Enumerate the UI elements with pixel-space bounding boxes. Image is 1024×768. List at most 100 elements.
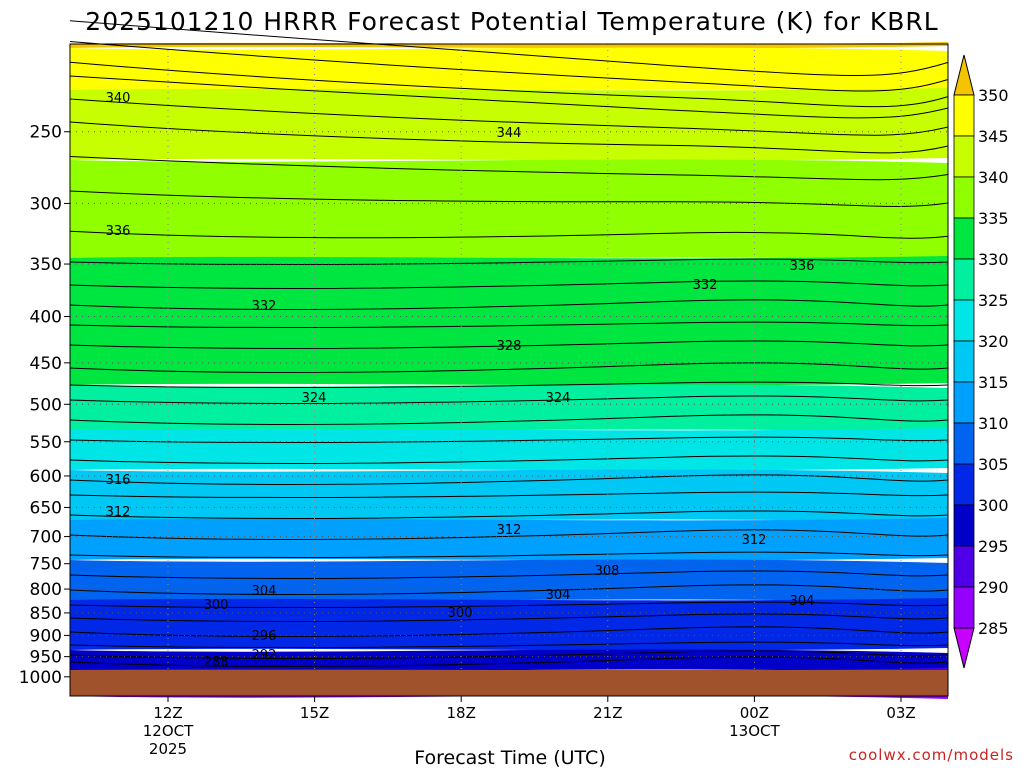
colorbar-label: 285 bbox=[978, 619, 1009, 638]
colorbar-swatch bbox=[953, 545, 975, 588]
colorbar-top-arrow bbox=[953, 54, 975, 96]
contour-line bbox=[69, 121, 949, 154]
contour-label: 304 bbox=[252, 584, 277, 599]
colorbar-label: 295 bbox=[978, 537, 1009, 556]
contour-label: 300 bbox=[448, 606, 473, 621]
contour-line bbox=[69, 98, 949, 136]
y-tick-label: 700 bbox=[30, 528, 62, 548]
contour-line bbox=[69, 584, 949, 595]
colorbar-swatch bbox=[953, 504, 975, 547]
contour-line bbox=[69, 474, 949, 485]
plot-area: 340 344 336 336 332 332 328 324 324 316 312 312 312 3… bbox=[69, 20, 949, 699]
y-tick-label: 850 bbox=[30, 604, 62, 624]
y-tick-label: 350 bbox=[30, 255, 62, 275]
temperature-band bbox=[70, 47, 948, 93]
contour-label: 324 bbox=[302, 391, 327, 406]
contour-label: 324 bbox=[546, 391, 571, 406]
colorbar-label: 345 bbox=[978, 127, 1009, 146]
contour-label: 316 bbox=[106, 473, 131, 488]
ground-fill bbox=[70, 670, 948, 696]
y-tick-label: 800 bbox=[30, 580, 62, 600]
y-tick-label: 450 bbox=[30, 354, 62, 374]
colorbar-swatch bbox=[953, 586, 975, 629]
contour-label: 332 bbox=[693, 278, 718, 293]
y-axis-ticks: 2503003504004505005506006507007508008509… bbox=[19, 123, 70, 688]
plot-frame bbox=[69, 43, 949, 697]
colorbar-swatch bbox=[953, 463, 975, 506]
colorbar-label: 305 bbox=[978, 455, 1009, 474]
contour-line bbox=[69, 641, 949, 648]
contour-label: 292 bbox=[252, 648, 277, 663]
colorbar-swatch bbox=[953, 94, 975, 137]
colorbar-label: 310 bbox=[978, 414, 1009, 433]
contour-line bbox=[69, 626, 949, 637]
contour-line bbox=[69, 551, 949, 558]
contour-line bbox=[69, 601, 949, 608]
temperature-band bbox=[70, 518, 948, 561]
contour-line bbox=[69, 613, 949, 622]
contour-label: 312 bbox=[106, 505, 131, 520]
colorbar-swatch bbox=[953, 176, 975, 219]
contour-line bbox=[69, 491, 949, 498]
contour-line bbox=[69, 156, 949, 181]
y-tick-label: 400 bbox=[30, 308, 62, 328]
contour-line bbox=[69, 299, 949, 310]
temperature-band bbox=[70, 88, 948, 161]
colorbar-swatch bbox=[953, 217, 975, 260]
chart-title: 2025101210 HRRR Forecast Potential Tempe… bbox=[85, 7, 938, 36]
colorbar-label: 340 bbox=[978, 168, 1009, 187]
contour-labels: 340 344 336 336 332 332 328 324 324 316 312 312 312 3… bbox=[106, 91, 815, 670]
colorbar-label: 315 bbox=[978, 373, 1009, 392]
x-tick-label: 18Z bbox=[447, 704, 476, 722]
temperature-band bbox=[70, 428, 948, 471]
x-tick-label: 15Z bbox=[300, 704, 329, 722]
x-tick-label: 21Z bbox=[593, 704, 622, 722]
contour-label: 288 bbox=[204, 655, 229, 670]
y-tick-label: 750 bbox=[30, 555, 62, 575]
contour-label: 312 bbox=[742, 533, 767, 548]
colorbar-swatch bbox=[953, 381, 975, 424]
contour-line bbox=[69, 436, 949, 443]
contour-lines bbox=[69, 20, 949, 667]
temperature-band bbox=[70, 469, 948, 523]
colorbar-label: 325 bbox=[978, 291, 1009, 310]
contour-label: 332 bbox=[252, 299, 277, 314]
colorbar-label: 330 bbox=[978, 250, 1009, 269]
contour-label: 312 bbox=[497, 523, 522, 538]
temperature-band bbox=[70, 598, 948, 651]
contour-line bbox=[69, 570, 949, 579]
contour-label: 304 bbox=[790, 594, 815, 609]
contour-line bbox=[69, 190, 949, 207]
temperature-band bbox=[70, 384, 948, 433]
temperature-band bbox=[70, 256, 948, 386]
contour-line bbox=[69, 656, 949, 667]
x-axis-label: Forecast Time (UTC) bbox=[414, 747, 605, 768]
contour-line bbox=[69, 395, 949, 404]
y-tick-label: 1000 bbox=[19, 668, 62, 688]
colorbar-label: 300 bbox=[978, 496, 1009, 515]
colorbar: 350 345 340 335 330 325 320 315 310 305 300 295 290 2… bbox=[953, 54, 1009, 669]
colorbar-label: 350 bbox=[978, 86, 1009, 105]
y-tick-label: 600 bbox=[30, 467, 62, 487]
contour-line bbox=[69, 258, 949, 265]
temperature-band bbox=[70, 559, 948, 603]
colorbar-swatch bbox=[953, 135, 975, 178]
temperature-band bbox=[70, 649, 948, 673]
contour-label: 340 bbox=[106, 91, 131, 106]
y-tick-label: 500 bbox=[30, 395, 62, 415]
contour-label: 328 bbox=[497, 339, 522, 354]
contour-label: 336 bbox=[790, 259, 815, 274]
contour-line bbox=[69, 20, 949, 76]
colorbar-label: 320 bbox=[978, 332, 1009, 351]
contour-label: 344 bbox=[497, 126, 522, 141]
colorbar-swatch bbox=[953, 299, 975, 342]
contour-label: 304 bbox=[546, 588, 571, 603]
y-tick-label: 250 bbox=[30, 123, 62, 143]
contour-line bbox=[69, 61, 949, 108]
contour-line bbox=[69, 362, 949, 373]
contour-line bbox=[69, 510, 949, 519]
colorbar-swatch bbox=[953, 422, 975, 465]
colorbar-swatch bbox=[953, 258, 975, 301]
